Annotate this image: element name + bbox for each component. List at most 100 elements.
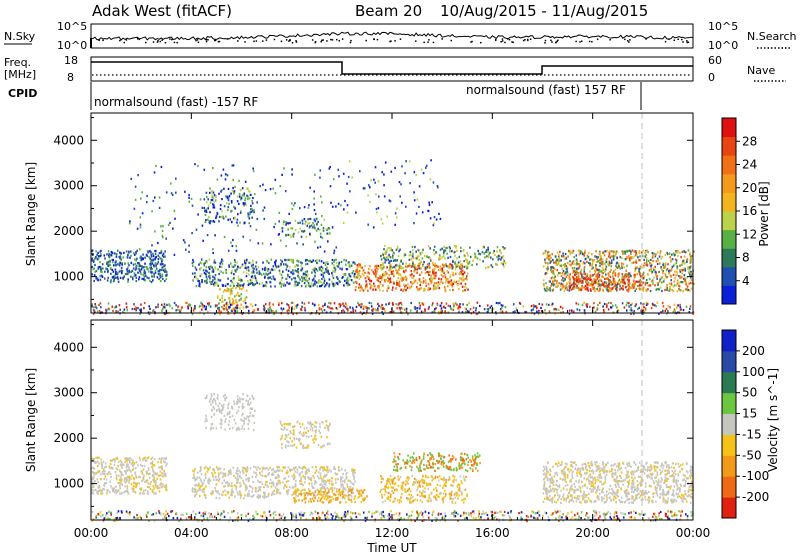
echo-cell	[230, 242, 232, 244]
echo-cell	[139, 276, 141, 278]
echo-cell	[466, 287, 468, 289]
echo-cell	[423, 277, 425, 279]
echo-cell	[233, 206, 235, 208]
echo-cell	[676, 274, 678, 276]
echo-cell	[127, 257, 129, 259]
echo-cell	[336, 307, 338, 309]
echo-cell	[495, 263, 497, 265]
echo-cell	[419, 185, 421, 187]
echo-cell	[158, 278, 160, 280]
echo-cell	[652, 271, 654, 273]
echo-cell	[132, 308, 134, 310]
echo-cell	[332, 226, 334, 228]
echo-cell	[306, 469, 308, 471]
echo-cell	[288, 480, 290, 482]
echo-cell	[229, 299, 231, 301]
echo-cell	[289, 276, 291, 278]
echo-cell	[92, 259, 94, 261]
echo-cell	[236, 488, 238, 490]
echo-cell	[157, 242, 159, 244]
echo-cell	[573, 277, 575, 279]
echo-cell	[439, 287, 441, 289]
echo-cell	[209, 222, 211, 224]
echo-cell	[626, 289, 628, 291]
echo-cell	[421, 169, 423, 171]
echo-cell	[602, 272, 604, 274]
echo-cell	[394, 259, 396, 261]
echo-cell	[431, 279, 433, 281]
echo-cell	[135, 263, 137, 265]
echo-cell	[586, 287, 588, 289]
echo-cell	[162, 235, 164, 237]
echo-cell	[291, 469, 293, 471]
echo-cell	[118, 482, 120, 484]
echo-cell	[307, 218, 309, 220]
echo-cell	[222, 482, 224, 484]
echo-cell	[99, 275, 101, 277]
echo-cell	[117, 311, 119, 313]
echo-cell	[670, 259, 672, 261]
echo-cell	[413, 282, 415, 284]
echo-cell	[321, 215, 323, 217]
echo-cell	[405, 262, 407, 264]
colorbar-segment	[722, 137, 736, 156]
echo-cell	[304, 218, 306, 220]
echo-cell	[564, 274, 566, 276]
echo-cell	[431, 201, 433, 203]
echo-cell	[194, 307, 196, 309]
echo-cell	[652, 252, 654, 254]
echo-cell	[258, 266, 260, 268]
echo-cell	[315, 260, 317, 262]
echo-cell	[421, 311, 423, 313]
echo-cell	[687, 258, 689, 260]
echo-cell	[433, 277, 435, 279]
velocity-heatmap	[91, 393, 694, 522]
echo-cell	[444, 286, 446, 288]
echo-cell	[148, 277, 150, 279]
echo-cell	[597, 304, 599, 306]
echo-cell	[236, 294, 238, 296]
echo-cell	[266, 475, 268, 477]
echo-cell	[386, 273, 388, 275]
echo-cell	[197, 165, 199, 167]
echo-cell	[281, 274, 283, 276]
echo-cell	[383, 273, 385, 275]
echo-cell	[381, 218, 383, 220]
echo-cell	[576, 259, 578, 261]
nsearch-point	[281, 41, 283, 43]
echo-cell	[207, 219, 209, 221]
echo-cell	[164, 265, 166, 267]
echo-cell	[426, 165, 428, 167]
echo-cell	[382, 290, 384, 292]
echo-cell	[422, 303, 424, 305]
echo-cell	[286, 282, 288, 284]
echo-cell	[586, 261, 588, 263]
echo-cell	[301, 471, 303, 473]
nsearch-point	[575, 41, 577, 43]
echo-cell	[622, 279, 624, 281]
echo-cell	[344, 274, 346, 276]
echo-cell	[603, 305, 605, 307]
echo-cell	[656, 276, 658, 278]
echo-cell	[553, 266, 555, 268]
echo-cell	[676, 260, 678, 262]
echo-cell	[123, 491, 125, 493]
echo-cell	[598, 280, 600, 282]
echo-cell	[644, 262, 646, 264]
echo-cell	[218, 193, 220, 195]
echo-cell	[552, 259, 554, 261]
echo-cell	[596, 275, 598, 277]
echo-cell	[133, 264, 135, 266]
echo-cell	[634, 290, 636, 292]
echo-cell	[128, 482, 130, 484]
echo-cell	[135, 473, 137, 475]
echo-cell	[590, 284, 592, 286]
echo-cell	[559, 258, 561, 260]
echo-cell	[385, 279, 387, 281]
echo-cell	[259, 185, 261, 187]
echo-cell	[570, 251, 572, 253]
echo-cell	[322, 272, 324, 274]
echo-cell	[462, 276, 464, 278]
echo-cell	[578, 303, 580, 305]
echo-cell	[401, 202, 403, 204]
